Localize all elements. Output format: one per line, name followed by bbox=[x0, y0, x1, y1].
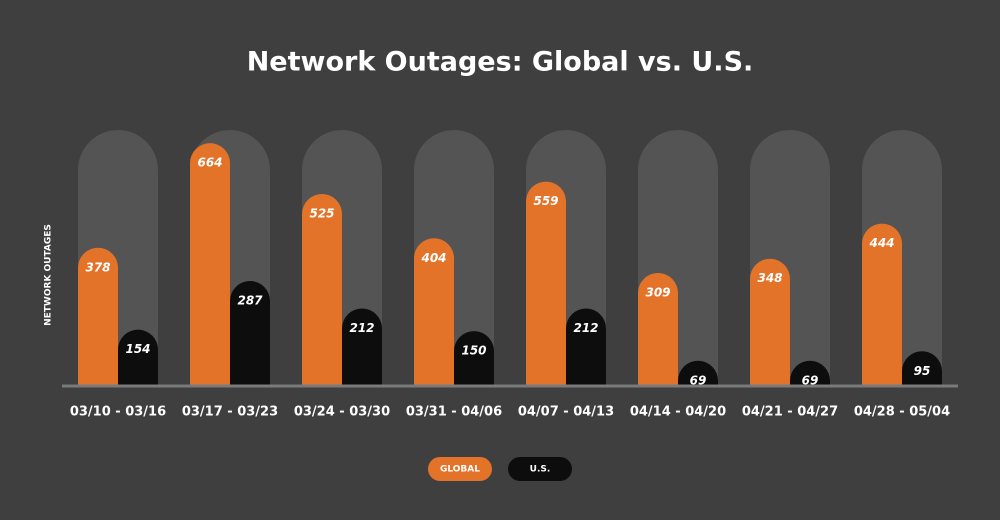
bar bbox=[750, 258, 790, 386]
bar bbox=[638, 272, 678, 386]
bar bbox=[902, 351, 942, 386]
bar bbox=[302, 194, 342, 386]
legend-label: U.S. bbox=[530, 465, 551, 475]
x-tick-label: 04/28 - 05/04 bbox=[854, 405, 950, 420]
chart-title: Network Outages: Global vs. U.S. bbox=[247, 47, 754, 78]
value-label: 378 bbox=[85, 260, 110, 274]
value-label: 150 bbox=[461, 344, 486, 358]
bar bbox=[790, 360, 830, 386]
legend-swatch bbox=[428, 457, 492, 481]
value-label: 154 bbox=[125, 342, 150, 356]
bar bbox=[190, 143, 230, 386]
value-label: 664 bbox=[197, 156, 222, 170]
x-tick-label: 03/24 - 03/30 bbox=[294, 405, 390, 420]
x-tick-label: 03/31 - 04/06 bbox=[406, 405, 502, 420]
value-label: 559 bbox=[533, 194, 558, 208]
bar bbox=[862, 223, 902, 386]
bar bbox=[118, 329, 158, 386]
y-axis-label: NETWORK OUTAGES bbox=[44, 224, 54, 326]
bar bbox=[454, 331, 494, 386]
bar bbox=[78, 247, 118, 386]
value-label: 69 bbox=[690, 373, 707, 387]
bar bbox=[566, 308, 606, 386]
bar bbox=[230, 281, 270, 386]
bar bbox=[526, 181, 566, 386]
value-label: 444 bbox=[868, 236, 894, 250]
bar bbox=[414, 238, 454, 386]
value-label: 404 bbox=[420, 251, 446, 265]
value-label: 525 bbox=[309, 207, 334, 221]
legend-label: GLOBAL bbox=[440, 465, 480, 475]
x-tick-label: 04/21 - 04/27 bbox=[742, 405, 838, 420]
x-tick-label: 03/17 - 03/23 bbox=[182, 405, 278, 420]
x-tick-label: 04/07 - 04/13 bbox=[518, 405, 614, 420]
value-label: 69 bbox=[802, 373, 819, 387]
value-label: 287 bbox=[237, 294, 263, 308]
bar bbox=[342, 308, 382, 386]
value-label: 348 bbox=[757, 271, 782, 285]
value-label: 212 bbox=[573, 321, 598, 335]
bar bbox=[678, 360, 718, 386]
legend-swatch bbox=[508, 457, 572, 481]
value-label: 212 bbox=[349, 321, 374, 335]
x-tick-label: 03/10 - 03/16 bbox=[70, 405, 166, 420]
value-label: 95 bbox=[914, 364, 931, 378]
x-tick-label: 04/14 - 04/20 bbox=[630, 405, 726, 420]
value-label: 309 bbox=[645, 285, 670, 299]
